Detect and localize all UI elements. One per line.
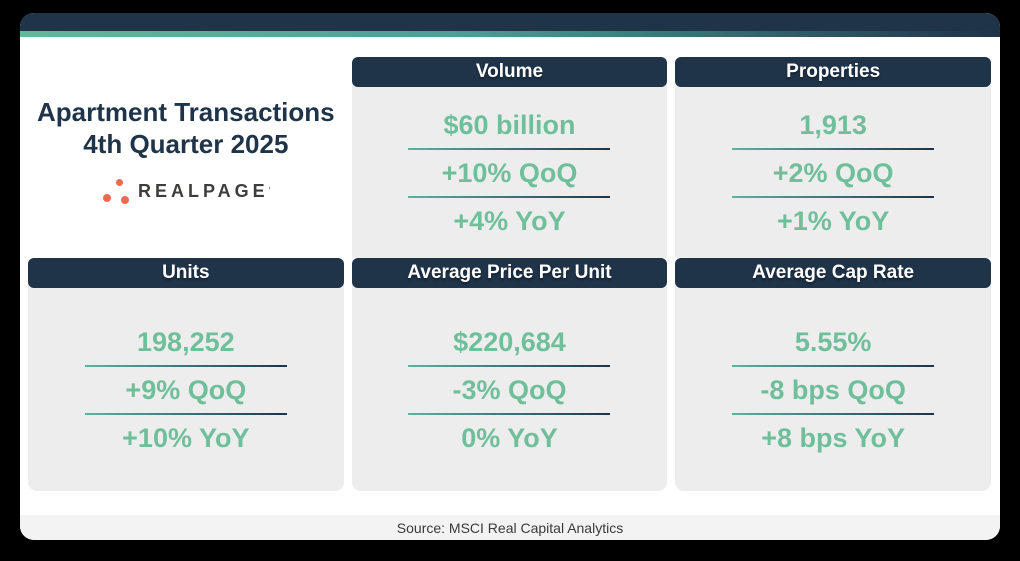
realpage-logo-text: REALPAGE bbox=[137, 180, 269, 201]
metric-value: 5.55% bbox=[794, 326, 872, 357]
divider bbox=[408, 364, 611, 367]
title-block: Apartment Transactions 4th Quarter 2025 … bbox=[28, 57, 344, 258]
divider bbox=[408, 147, 611, 150]
top-navy-bar bbox=[20, 13, 1000, 31]
divider bbox=[408, 412, 611, 415]
divider bbox=[732, 364, 935, 367]
metric-value: $60 billion bbox=[443, 109, 576, 140]
metric-yoy: +4% YoY bbox=[453, 205, 566, 236]
card-volume: Volume $60 billion +10% QoQ +4% YoY bbox=[351, 57, 668, 258]
metric-qoq: -8 bps QoQ bbox=[760, 374, 906, 405]
realpage-logo: REALPAGE ʼ bbox=[101, 176, 271, 206]
card-average-cap-rate: Average Cap Rate 5.55% -8 bps QoQ +8 bps… bbox=[675, 258, 991, 491]
card-properties: Properties 1,913 +2% QoQ +1% YoY bbox=[675, 57, 991, 258]
card-average-price-per-unit: Average Price Per Unit $220,684 -3% QoQ … bbox=[351, 258, 668, 491]
page-title-line-2: 4th Quarter 2025 bbox=[83, 128, 289, 159]
divider bbox=[732, 147, 935, 150]
metric-yoy: 0% YoY bbox=[461, 422, 558, 453]
card-title: Average Price Per Unit bbox=[351, 258, 668, 288]
realpage-dots-icon bbox=[101, 176, 131, 206]
card-title: Average Cap Rate bbox=[675, 258, 991, 288]
metric-qoq: -3% QoQ bbox=[452, 374, 567, 405]
metric-value: 198,252 bbox=[137, 326, 235, 357]
divider bbox=[732, 412, 935, 415]
card-title: Properties bbox=[675, 57, 991, 87]
metric-value: 1,913 bbox=[799, 109, 867, 140]
report-card: Apartment Transactions 4th Quarter 2025 … bbox=[20, 13, 1000, 540]
stats-grid: Apartment Transactions 4th Quarter 2025 … bbox=[28, 57, 991, 491]
metric-qoq: +10% QoQ bbox=[441, 157, 578, 188]
divider bbox=[84, 364, 287, 367]
card-title: Units bbox=[28, 258, 344, 288]
metric-yoy: +8 bps YoY bbox=[761, 422, 906, 453]
divider bbox=[84, 412, 287, 415]
page-title-line-1: Apartment Transactions bbox=[37, 96, 335, 127]
divider bbox=[732, 195, 935, 198]
source-text: Source: MSCI Real Capital Analytics bbox=[396, 519, 624, 536]
divider bbox=[408, 195, 611, 198]
metric-qoq: +9% QoQ bbox=[125, 374, 247, 405]
source-bar: Source: MSCI Real Capital Analytics bbox=[20, 515, 1000, 540]
card-title: Volume bbox=[351, 57, 668, 87]
metric-yoy: +10% YoY bbox=[122, 422, 250, 453]
card-units: Units 198,252 +9% QoQ +10% YoY bbox=[28, 258, 344, 491]
metric-qoq: +2% QoQ bbox=[772, 157, 894, 188]
trademark-tick: ʼ bbox=[268, 185, 271, 196]
metric-yoy: +1% YoY bbox=[777, 205, 890, 236]
teal-gradient-bar bbox=[20, 31, 1000, 37]
metric-value: $220,684 bbox=[453, 326, 566, 357]
